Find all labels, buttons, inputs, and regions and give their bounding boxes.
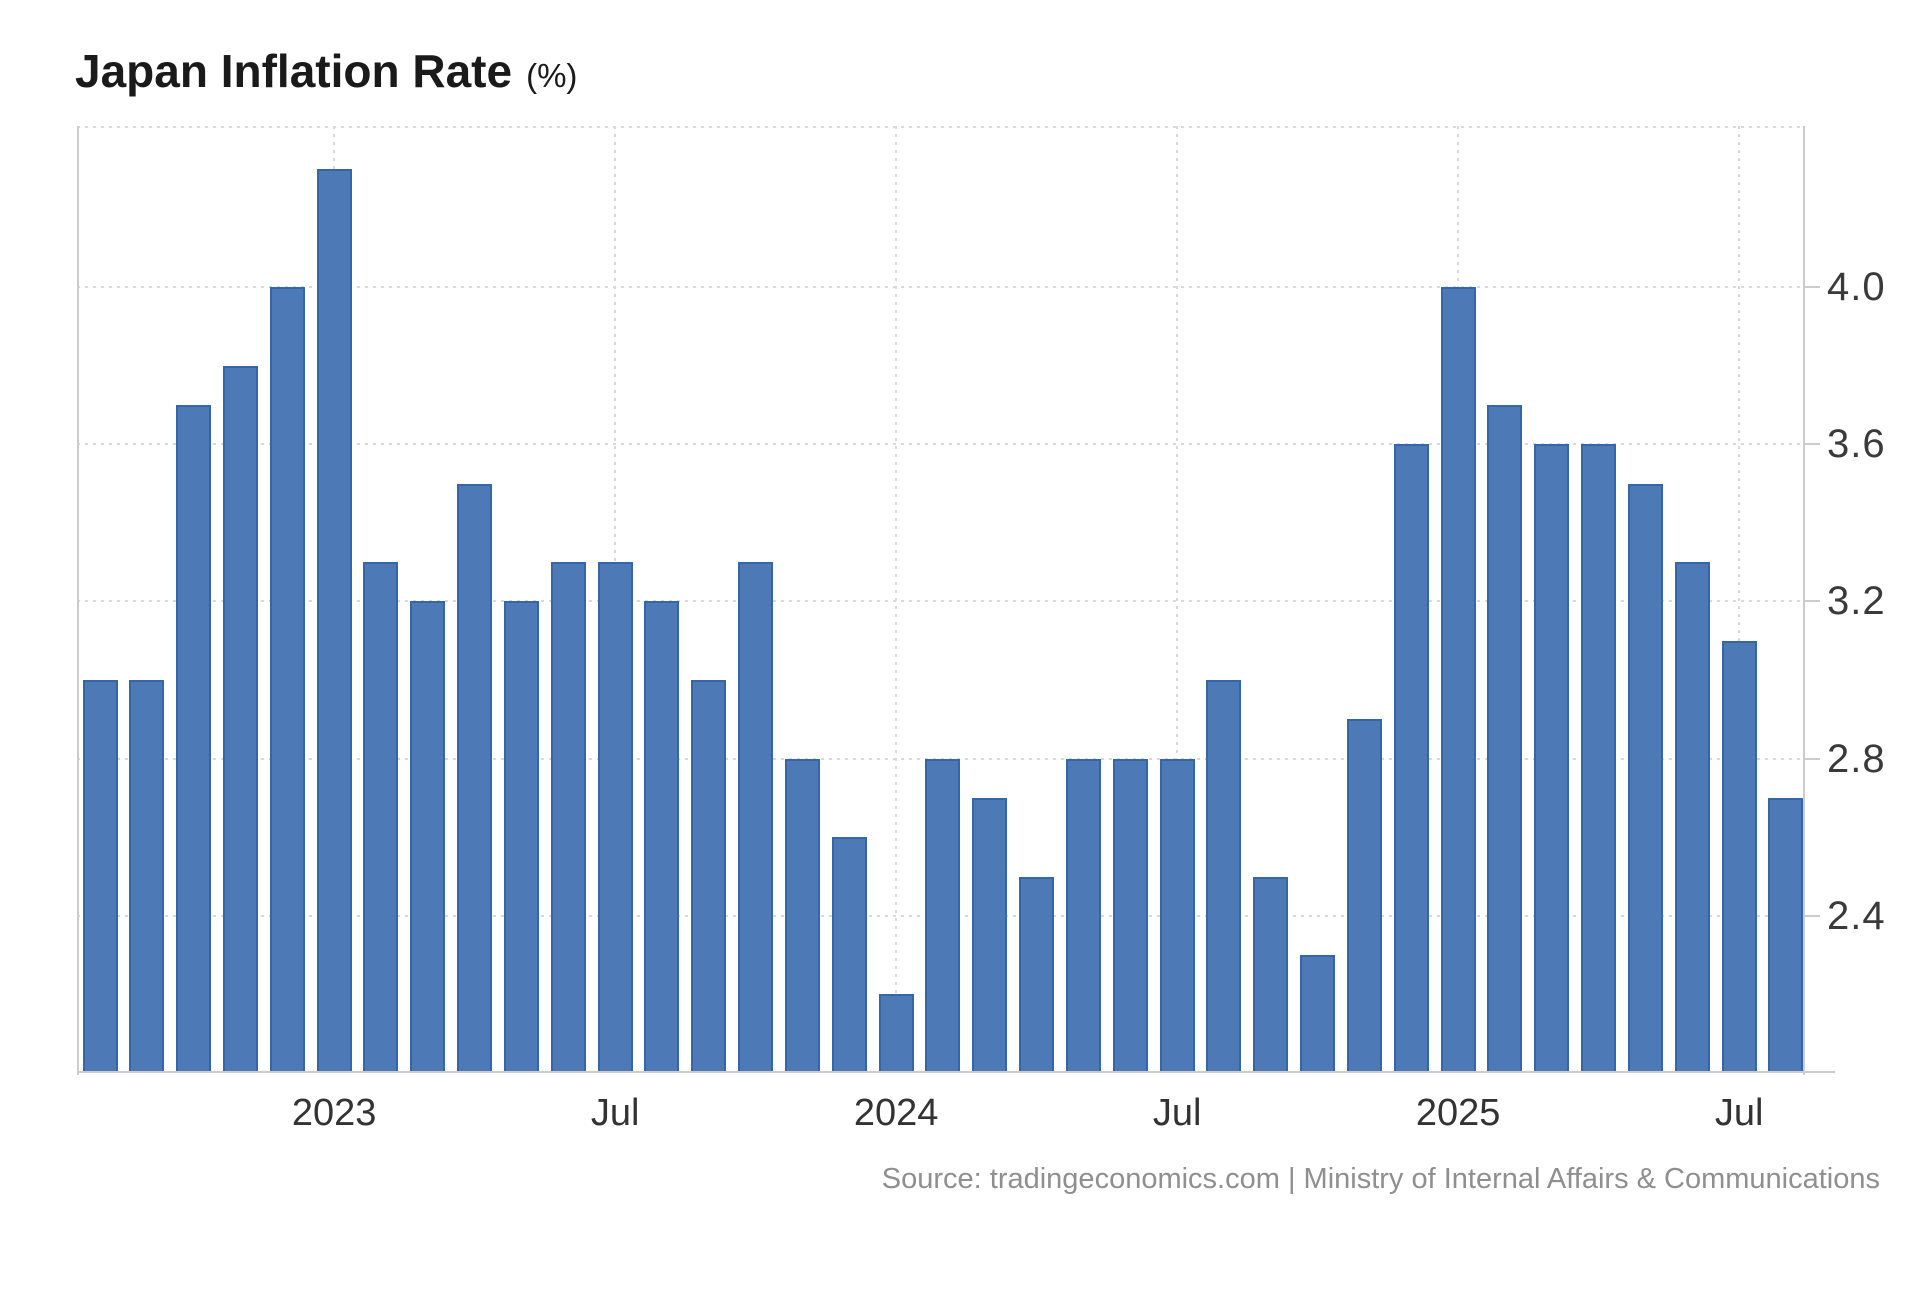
bar-2025-04[interactable] [1581, 444, 1617, 1073]
bar-2024-05[interactable] [1065, 758, 1101, 1073]
bar-2023-11[interactable] [784, 758, 820, 1073]
bar-2025-07[interactable] [1721, 640, 1757, 1073]
bar-2022-12[interactable] [269, 287, 305, 1073]
h-gridline [77, 600, 1805, 603]
y-axis-label: 4.0 [1827, 265, 1886, 310]
chart-title-unit: (%) [526, 57, 578, 94]
h-gridline [77, 757, 1805, 760]
bar-2023-04[interactable] [457, 483, 493, 1073]
y-axis-label: 3.6 [1827, 422, 1886, 467]
bar-2025-03[interactable] [1534, 444, 1570, 1073]
y-axis-line-right [1803, 126, 1805, 1075]
y-axis-tick [1805, 600, 1820, 603]
v-gridline [895, 126, 898, 1073]
x-axis-label: 2025 [1415, 1092, 1501, 1134]
bar-2024-02[interactable] [925, 758, 961, 1073]
y-axis-tick [1805, 443, 1820, 446]
y-axis-tick [1805, 914, 1820, 917]
bar-2024-08[interactable] [1206, 680, 1242, 1073]
bar-2023-08[interactable] [644, 601, 680, 1073]
bar-2025-06[interactable] [1674, 562, 1710, 1073]
y-axis-label: 2.4 [1827, 893, 1886, 938]
bar-2024-10[interactable] [1300, 955, 1336, 1073]
bar-2024-01[interactable] [878, 994, 914, 1073]
bar-2023-01[interactable] [316, 169, 352, 1073]
bar-2023-05[interactable] [503, 601, 539, 1073]
bar-2023-06[interactable] [550, 562, 586, 1073]
h-gridline-top [77, 126, 1805, 128]
bar-2023-12[interactable] [831, 837, 867, 1073]
bar-2024-09[interactable] [1253, 876, 1289, 1073]
plot-area[interactable] [77, 126, 1835, 1075]
x-axis-label: Jul [1152, 1092, 1202, 1134]
bar-2022-10[interactable] [176, 405, 212, 1073]
bar-2023-02[interactable] [363, 562, 399, 1073]
bar-2023-09[interactable] [691, 680, 727, 1073]
bar-2024-06[interactable] [1112, 758, 1148, 1073]
bar-2024-04[interactable] [1019, 876, 1055, 1073]
bar-2022-09[interactable] [129, 680, 165, 1073]
y-axis-label: 3.2 [1827, 579, 1886, 624]
bar-2022-08[interactable] [82, 680, 118, 1073]
bars-layer [77, 126, 1805, 1073]
y-axis-label: 2.8 [1827, 736, 1886, 781]
h-gridline [77, 443, 1805, 446]
v-gridline [1738, 126, 1741, 1073]
bar-2023-10[interactable] [738, 562, 774, 1073]
bar-2023-07[interactable] [597, 562, 633, 1073]
bar-2025-02[interactable] [1487, 405, 1523, 1073]
y-axis-tick [1805, 757, 1820, 760]
bar-2023-03[interactable] [410, 601, 446, 1073]
source-text: Source: tradingeconomics.com | Ministry … [881, 1163, 1880, 1195]
bar-2025-08[interactable] [1768, 797, 1804, 1073]
x-axis-label: 2023 [291, 1092, 377, 1134]
bar-2024-03[interactable] [972, 797, 1008, 1073]
v-gridline [1176, 126, 1179, 1073]
x-axis-label: Jul [1714, 1092, 1764, 1134]
x-axis-line [77, 1071, 1835, 1073]
bar-2022-11[interactable] [222, 365, 258, 1073]
y-axis-tick [1805, 286, 1820, 289]
bar-2025-01[interactable] [1440, 287, 1476, 1073]
h-gridline [77, 286, 1805, 289]
x-axis-label: 2024 [853, 1092, 939, 1134]
x-axis-label: Jul [590, 1092, 640, 1134]
bar-2024-12[interactable] [1393, 444, 1429, 1073]
bar-2024-07[interactable] [1159, 758, 1195, 1073]
chart-title: Japan Inflation Rate (%) [75, 48, 577, 94]
y-axis-line-left [77, 126, 79, 1075]
bar-2025-05[interactable] [1627, 483, 1663, 1073]
chart-title-text: Japan Inflation Rate [75, 45, 513, 97]
bar-2024-11[interactable] [1346, 719, 1382, 1073]
